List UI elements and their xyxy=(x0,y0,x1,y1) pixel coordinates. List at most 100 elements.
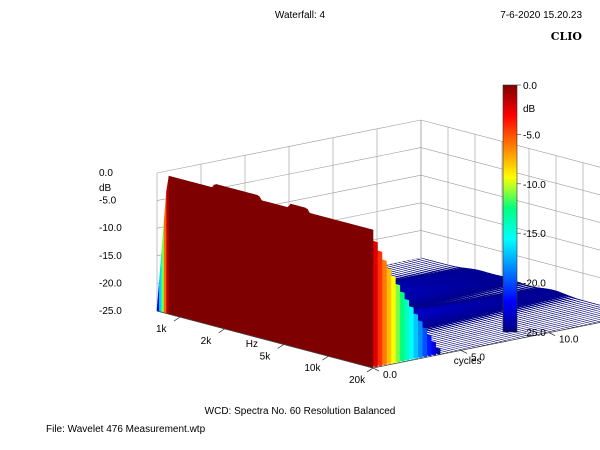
slice-segment xyxy=(457,346,460,348)
slice-segment xyxy=(496,316,500,319)
slice-segment xyxy=(549,303,553,306)
slice-segment xyxy=(556,318,560,320)
slice-segment xyxy=(568,304,572,307)
slice-segment xyxy=(450,334,454,336)
slice-segment xyxy=(438,268,442,270)
slice-segment xyxy=(587,322,590,324)
slice-segment xyxy=(577,305,581,307)
slice-segment xyxy=(495,293,499,296)
slice-segment xyxy=(493,328,497,331)
slice-segment xyxy=(450,348,454,350)
slice-segment xyxy=(394,265,398,267)
slice-segment xyxy=(549,316,553,318)
slice-segment xyxy=(435,263,439,265)
slice-segment xyxy=(556,303,560,306)
slice-segment xyxy=(569,326,573,328)
slice-segment xyxy=(546,326,550,328)
slice-segment xyxy=(397,274,401,276)
slice-segment xyxy=(443,349,447,351)
slice-segment xyxy=(553,325,556,328)
slice-segment xyxy=(562,313,566,316)
slice-segment xyxy=(413,272,417,274)
slice-segment xyxy=(494,320,498,323)
slice-segment xyxy=(491,314,495,318)
slice-segment xyxy=(544,313,548,315)
slice-segment xyxy=(547,330,550,332)
slice-segment xyxy=(539,311,543,314)
slice-segment xyxy=(448,333,452,335)
slice-segment xyxy=(442,327,446,330)
slice-segment xyxy=(493,326,497,329)
slice-segment xyxy=(484,326,488,328)
slice-segment xyxy=(479,337,482,339)
slice-segment xyxy=(459,332,463,334)
slice-segment xyxy=(408,271,412,273)
slice-segment xyxy=(474,325,478,328)
slice-segment xyxy=(463,296,467,300)
slice-segment xyxy=(392,268,396,271)
slice-segment xyxy=(583,300,587,303)
slice-segment xyxy=(481,340,485,342)
slice-segment xyxy=(492,324,496,326)
slice-segment xyxy=(488,323,492,325)
slice-segment xyxy=(561,305,565,307)
slice-segment xyxy=(394,269,398,271)
slice-segment xyxy=(517,288,521,291)
slice-segment xyxy=(495,339,499,341)
slice-segment xyxy=(423,260,427,262)
slice-segment xyxy=(511,337,514,339)
slice-segment xyxy=(593,317,597,320)
slice-segment xyxy=(556,328,559,330)
slice-segment xyxy=(465,325,469,327)
slice-segment xyxy=(484,330,488,333)
slice-segment xyxy=(457,348,461,350)
slice-segment xyxy=(589,306,593,308)
slice-segment xyxy=(562,326,566,328)
slice-segment xyxy=(566,323,570,325)
slice-segment xyxy=(404,271,408,274)
slice-segment xyxy=(491,340,494,342)
slice-segment xyxy=(557,305,561,308)
slice-segment xyxy=(567,300,571,302)
slice-segment xyxy=(482,329,486,332)
slice-segment xyxy=(486,326,490,329)
slice-segment xyxy=(570,317,574,320)
slice-segment xyxy=(555,311,559,314)
slice-segment xyxy=(504,335,507,338)
slice-segment xyxy=(498,330,502,332)
slice-segment xyxy=(455,337,459,339)
slice-segment xyxy=(402,271,406,273)
slice-segment xyxy=(499,338,503,341)
slice-segment xyxy=(421,259,425,262)
slice-segment xyxy=(597,314,600,316)
slice-segment xyxy=(417,269,421,271)
slice-segment xyxy=(463,324,467,327)
slice-segment xyxy=(578,324,581,326)
slice-segment xyxy=(532,324,535,326)
slice-segment xyxy=(587,307,591,310)
slice-segment xyxy=(473,344,476,346)
slice-segment xyxy=(510,335,514,337)
slice-segment xyxy=(591,302,595,304)
slice-segment xyxy=(499,336,503,338)
slice-segment xyxy=(430,264,434,266)
slice-segment xyxy=(416,260,420,263)
slice-segment xyxy=(590,310,594,313)
slice-segment xyxy=(470,326,474,329)
slice-segment xyxy=(411,273,415,276)
slice-segment xyxy=(469,322,473,324)
slice-segment xyxy=(410,263,414,265)
slice-segment xyxy=(560,313,564,315)
slice-segment xyxy=(461,326,465,328)
slice-segment xyxy=(528,317,532,319)
slice-segment xyxy=(558,312,562,314)
slice-segment xyxy=(443,346,447,349)
slice-segment xyxy=(456,329,460,331)
slice-segment xyxy=(548,309,552,312)
slice-segment xyxy=(530,326,533,328)
slice-segment xyxy=(419,267,423,270)
slice-segment xyxy=(545,321,549,324)
slice-segment xyxy=(437,325,441,329)
slice-segment xyxy=(531,307,535,310)
slice-segment xyxy=(433,339,437,342)
